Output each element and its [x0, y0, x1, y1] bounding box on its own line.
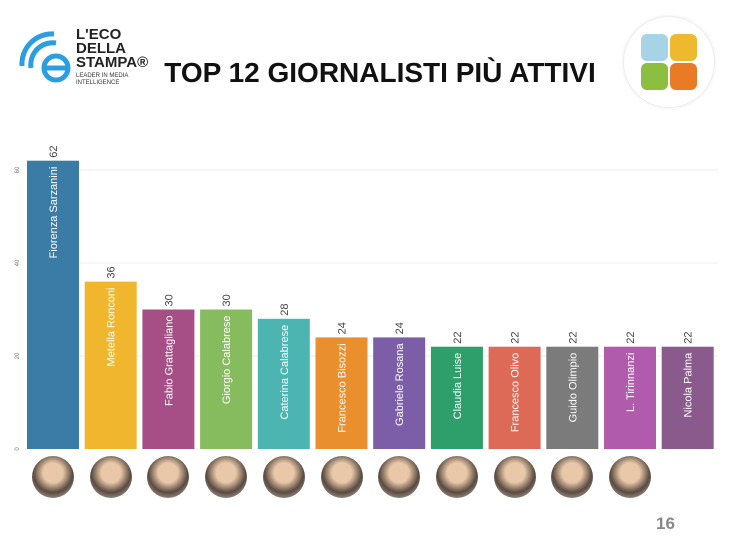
bar-value-label: 30 [221, 294, 233, 306]
bar-value-label: 22 [510, 331, 522, 343]
bar-category-label: Nicola Palma [683, 352, 695, 418]
bar-category-label: Giorgio Calabrese [221, 316, 233, 405]
journalist-photo [609, 456, 651, 498]
bar-category-label: Guido Olimpio [567, 353, 579, 423]
y-tick-label: 0 [15, 447, 21, 451]
journalist-photo [32, 456, 74, 498]
journalist-photo [320, 456, 363, 498]
partner-logo [623, 16, 715, 108]
bar [430, 346, 483, 449]
journalist-photo [493, 456, 536, 498]
bar-category-label: Caterina Calabrese [279, 325, 291, 420]
bar-value-label: 22 [625, 331, 637, 343]
bar [661, 346, 714, 449]
bar-value-label: 22 [683, 331, 695, 343]
bar-chart: 0 20 40 60 Fiorenza Sarzanini 62 Metella Ronco… [15, 145, 718, 451]
y-tick-label: 20 [15, 352, 21, 359]
bar [604, 346, 656, 449]
bar [84, 281, 137, 449]
bar-category-label: Claudia Luise [452, 353, 464, 420]
journalist-photo [205, 456, 248, 498]
bar [546, 346, 599, 449]
bar [315, 337, 368, 449]
bar [373, 337, 426, 449]
bar [27, 160, 79, 449]
journalist-photo [551, 456, 594, 498]
bar-category-label: Fabio Grattagliano [163, 316, 175, 407]
page-number: 16 [656, 514, 675, 533]
bar [488, 346, 541, 449]
bar-value-label: 36 [106, 266, 118, 278]
journalist-photo [262, 456, 305, 498]
bar [142, 309, 195, 449]
bar-category-label: Metella Ronconi [106, 288, 118, 367]
y-tick-label: 60 [15, 166, 21, 173]
journalist-photo [378, 456, 421, 498]
bar-category-label: L. Tirinnanzi [625, 353, 637, 412]
y-tick-label: 40 [15, 259, 21, 266]
bar [257, 318, 310, 449]
signal-e-icon [19, 31, 71, 83]
journalist-photo [435, 456, 478, 498]
bar-value-label: 22 [567, 331, 579, 343]
journalist-photo [89, 456, 132, 498]
journalist-photo [147, 456, 190, 498]
bar-category-label: Fiorenza Sarzanini [48, 167, 60, 259]
bar-category-label: Francesco Olivo [510, 353, 522, 432]
bar-value-label: 22 [452, 331, 464, 343]
bar-value-label: 62 [48, 145, 60, 157]
bar-category-label: Francesco Bisozzi [337, 343, 349, 432]
eco-della-stampa-logo: L'ECO DELLA STAMPA® LEADER IN MEDIA INTELLI… [14, 26, 154, 88]
bar-value-label: 24 [337, 322, 349, 334]
bar-value-label: 30 [163, 294, 175, 306]
page-title: TOP 12 GIORNALISTI PIÙ ATTIVI [164, 57, 596, 88]
bar [200, 309, 253, 449]
bar-value-label: 24 [394, 322, 406, 334]
bar-category-label: Gabriele Rosana [394, 343, 406, 426]
bar-value-label: 28 [279, 304, 291, 316]
